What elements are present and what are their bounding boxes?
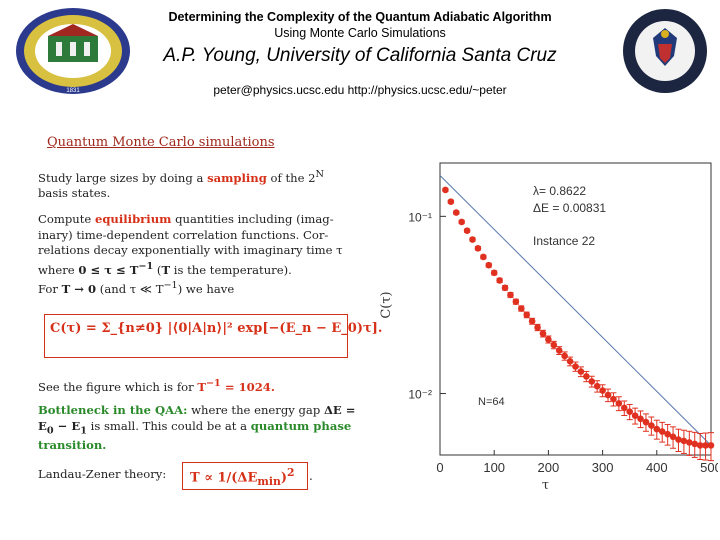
data-point [593, 382, 601, 390]
annotation-instance: Instance 22 [533, 234, 595, 248]
data-point [658, 428, 666, 435]
data-point [572, 363, 579, 370]
paragraph-sampling: Study large sizes by doing a sampling of… [38, 169, 324, 201]
y-tick-label: 10⁻¹ [408, 210, 432, 224]
annotation-size: N=64 [478, 396, 505, 408]
data-point [528, 317, 536, 325]
x-tick-label: 500 [700, 460, 718, 475]
contact-line: peter@physics.ucsc.edu http://physics.uc… [213, 83, 507, 97]
university-logo: 1831 [16, 8, 130, 94]
paragraph-landau-zener: Landau-Zener theory: [38, 467, 167, 481]
data-point [507, 291, 514, 299]
data-point [642, 418, 650, 426]
title-line-2: Using Monte Carlo Simulations [274, 26, 446, 40]
x-tick-label: 0 [436, 460, 443, 475]
data-point [480, 253, 487, 261]
data-point [458, 218, 465, 226]
correlation-formula-box [44, 314, 348, 358]
landau-zener-period: . [309, 469, 313, 483]
data-point [561, 352, 568, 360]
data-point [469, 236, 476, 243]
data-point [686, 439, 693, 446]
data-point [696, 442, 704, 449]
x-tick-label: 100 [483, 460, 505, 475]
data-point [599, 387, 606, 394]
data-point [691, 440, 699, 448]
data-point [626, 408, 633, 415]
plot-frame [439, 162, 712, 456]
data-point [680, 437, 688, 445]
data-point [588, 378, 596, 385]
data-point [631, 412, 639, 419]
paragraph-bottleneck: Bottleneck in the QAA: where the energy … [38, 403, 356, 453]
nsa-seal-logo [623, 9, 707, 93]
data-point [648, 422, 655, 429]
x-tick-label: 400 [646, 460, 668, 475]
author-line: A.P. Young, University of California San… [163, 45, 557, 66]
x-axis-label: τ [542, 478, 549, 493]
landau-zener-formula: T ∝ 1/(ΔEmin)2 [190, 466, 295, 488]
data-point [707, 442, 715, 449]
data-point [637, 415, 644, 423]
data-point [566, 358, 574, 365]
data-point [653, 425, 661, 433]
landau-zener-formula-box [182, 462, 308, 490]
title-line-1: Determining the Complexity of the Quantu… [168, 10, 552, 24]
data-point [474, 245, 482, 252]
data-point [577, 368, 585, 375]
data-point [610, 395, 617, 403]
data-point [550, 341, 558, 349]
data-point [518, 305, 525, 312]
data-point [664, 430, 671, 438]
data-point [675, 436, 682, 443]
data-point [485, 261, 493, 269]
data-point [555, 347, 563, 354]
data-point [620, 404, 628, 412]
annotation-lambda: λ= 0.8622 [533, 184, 586, 198]
paragraph-figure-ref: See the figure which is for T−1 = 1024. [38, 378, 275, 394]
exponential-fit-line [439, 175, 712, 446]
data-point [615, 400, 623, 407]
annotation-gap: ΔE = 0.00831 [533, 201, 606, 215]
data-point [452, 209, 460, 216]
data-point [545, 336, 552, 343]
x-tick-label: 200 [538, 460, 560, 475]
y-axis-label: C(τ) [379, 291, 394, 318]
data-point [496, 277, 503, 284]
data-point [523, 311, 531, 319]
data-point [534, 324, 541, 331]
section-title: Quantum Monte Carlo simulations [47, 135, 275, 150]
data-point [512, 298, 520, 305]
data-point [442, 186, 449, 194]
y-tick-label: 10⁻² [408, 388, 432, 402]
data-point [583, 373, 590, 380]
data-point [702, 442, 709, 449]
data-point [447, 198, 455, 205]
data-point [539, 330, 547, 337]
logo-year: 1831 [66, 88, 80, 94]
data-point [501, 284, 509, 292]
paragraph-correlation: Compute equilibrium quantities including… [38, 212, 343, 296]
correlation-decay-chart: 0 100 200 300 400 500 10⁻¹ 10⁻² τ C(τ) λ= 0.8622 ΔE… [379, 162, 718, 493]
x-tick-label: 300 [592, 460, 614, 475]
correlation-formula: C(τ) = Σ_{n≠0} |⟨0|A|n⟩|² exp[−(E_n − E_… [50, 321, 383, 336]
data-point [490, 269, 498, 277]
data-point [604, 391, 612, 399]
data-point [669, 433, 677, 441]
data-point [463, 227, 471, 234]
